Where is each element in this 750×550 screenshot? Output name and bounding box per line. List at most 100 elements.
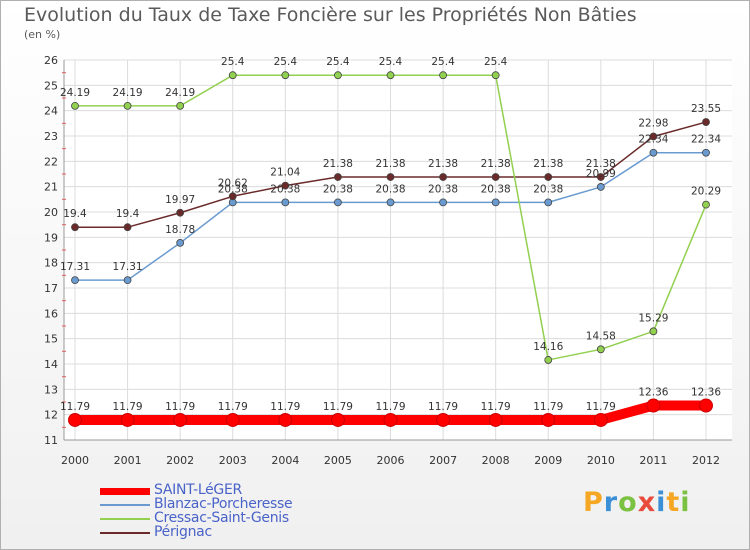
- data-point-cressac: [177, 102, 184, 109]
- data-point-saint-leger: [489, 413, 502, 426]
- x-tick-label: 2010: [587, 454, 615, 467]
- data-label-blanzac: 20.38: [481, 183, 511, 195]
- data-label-saint-leger: 11.79: [113, 401, 143, 413]
- x-tick-label: 2011: [639, 454, 667, 467]
- data-point-cressac: [229, 72, 236, 79]
- data-point-saint-leger: [279, 413, 292, 426]
- proxiti-logo: Proxiti: [583, 487, 691, 518]
- data-point-blanzac: [597, 183, 604, 190]
- data-point-saint-leger: [542, 413, 555, 426]
- data-point-blanzac: [387, 199, 394, 206]
- y-tick-label: 16: [44, 307, 58, 320]
- data-label-saint-leger: 11.79: [533, 401, 563, 413]
- data-point-perignac: [703, 119, 710, 126]
- data-point-perignac: [334, 174, 341, 181]
- data-point-cressac: [124, 102, 131, 109]
- data-point-cressac: [703, 201, 710, 208]
- data-point-saint-leger: [331, 413, 344, 426]
- data-label-cressac: 14.58: [586, 330, 616, 342]
- x-tick-label: 2005: [324, 454, 352, 467]
- data-label-perignac: 21.38: [586, 158, 616, 170]
- data-label-cressac: 14.16: [533, 341, 563, 353]
- data-point-cressac: [282, 72, 289, 79]
- data-label-saint-leger: 11.79: [270, 401, 300, 413]
- data-label-saint-leger: 11.79: [60, 401, 90, 413]
- data-label-perignac: 23.55: [691, 103, 721, 115]
- data-label-blanzac: 22.34: [638, 134, 668, 146]
- data-label-saint-leger: 12.36: [691, 387, 721, 399]
- data-label-saint-leger: 11.79: [481, 401, 511, 413]
- data-point-blanzac: [177, 239, 184, 246]
- data-point-saint-leger: [700, 399, 713, 412]
- data-point-perignac: [124, 224, 131, 231]
- x-tick-label: 2008: [482, 454, 510, 467]
- data-label-saint-leger: 11.79: [375, 401, 405, 413]
- data-point-perignac: [72, 224, 79, 231]
- data-label-perignac: 19.4: [63, 208, 87, 220]
- y-tick-label: 14: [44, 358, 58, 371]
- data-point-cressac: [334, 72, 341, 79]
- data-point-saint-leger: [594, 413, 607, 426]
- data-label-blanzac: 20.38: [375, 183, 405, 195]
- y-tick-label: 12: [44, 409, 58, 422]
- data-label-saint-leger: 11.79: [323, 401, 353, 413]
- y-tick-label: 19: [44, 231, 58, 244]
- y-tick-label: 17: [44, 282, 58, 295]
- data-point-blanzac: [703, 149, 710, 156]
- y-tick-label: 11: [44, 434, 58, 447]
- data-point-blanzac: [282, 199, 289, 206]
- data-label-cressac: 25.4: [379, 56, 403, 68]
- data-label-blanzac: 20.38: [323, 183, 353, 195]
- y-tick-label: 13: [44, 383, 58, 396]
- data-point-perignac: [387, 174, 394, 181]
- data-label-perignac: 21.38: [428, 158, 458, 170]
- data-point-blanzac: [72, 277, 79, 284]
- data-label-perignac: 22.98: [638, 118, 668, 130]
- data-point-blanzac: [492, 199, 499, 206]
- data-point-blanzac: [650, 149, 657, 156]
- data-label-blanzac: 17.31: [60, 261, 90, 273]
- data-label-perignac: 21.38: [481, 158, 511, 170]
- data-label-cressac: 15.29: [638, 312, 668, 324]
- y-tick-label: 18: [44, 257, 58, 270]
- logo-letter: i: [680, 487, 690, 518]
- data-point-blanzac: [334, 199, 341, 206]
- data-label-blanzac: 17.31: [113, 261, 143, 273]
- data-label-perignac: 21.38: [323, 158, 353, 170]
- data-point-cressac: [650, 328, 657, 335]
- legend-label-perignac: Pérignac: [154, 524, 212, 540]
- data-label-cressac: 25.4: [326, 56, 350, 68]
- data-label-cressac: 25.4: [431, 56, 455, 68]
- data-point-cressac: [597, 346, 604, 353]
- data-label-cressac: 24.19: [113, 87, 143, 99]
- data-label-saint-leger: 11.79: [428, 401, 458, 413]
- x-tick-label: 2006: [377, 454, 405, 467]
- data-point-cressac: [387, 72, 394, 79]
- x-tick-label: 2003: [219, 454, 247, 467]
- data-label-perignac: 19.4: [116, 208, 140, 220]
- data-label-saint-leger: 11.79: [218, 401, 248, 413]
- data-label-blanzac: 20.38: [533, 183, 563, 195]
- data-point-perignac: [440, 174, 447, 181]
- data-label-saint-leger: 11.79: [586, 401, 616, 413]
- data-label-perignac: 19.97: [165, 194, 195, 206]
- data-label-blanzac: 20.38: [428, 183, 458, 195]
- logo-letter: x: [638, 487, 656, 518]
- data-label-blanzac: 20.38: [270, 183, 300, 195]
- data-point-cressac: [72, 102, 79, 109]
- data-point-saint-leger: [174, 413, 187, 426]
- data-label-saint-leger: 11.79: [165, 401, 195, 413]
- logo-letter: t: [666, 487, 680, 518]
- data-point-perignac: [492, 174, 499, 181]
- plot-area: [64, 60, 732, 440]
- y-tick-label: 25: [44, 79, 58, 92]
- data-point-perignac: [545, 174, 552, 181]
- data-label-cressac: 25.4: [484, 56, 508, 68]
- legend-swatch-blanzac: [100, 504, 150, 506]
- data-point-blanzac: [545, 199, 552, 206]
- x-tick-label: 2012: [692, 454, 720, 467]
- logo-letter: o: [618, 487, 638, 518]
- data-label-perignac: 21.38: [533, 158, 563, 170]
- y-tick-label: 20: [44, 206, 58, 219]
- data-point-blanzac: [440, 199, 447, 206]
